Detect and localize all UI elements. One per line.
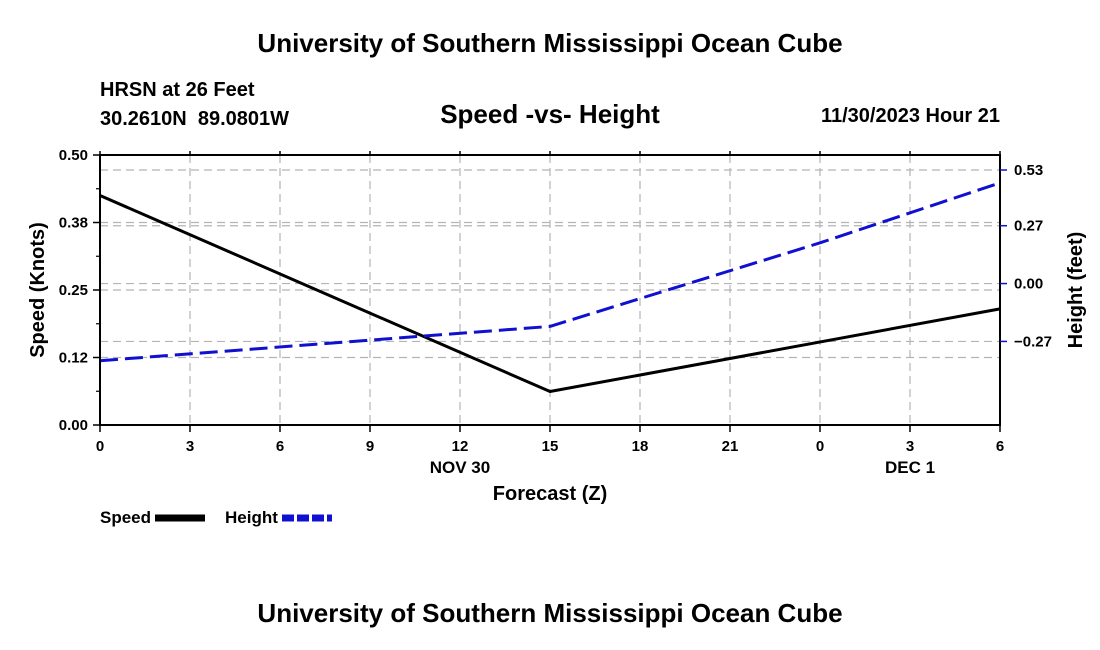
x-tick-label: 0: [816, 438, 824, 455]
series-line-speed: [99, 194, 1001, 394]
x-tick-label: 3: [186, 438, 194, 455]
x-tick-label: 9: [366, 438, 374, 455]
footer-title: University of Southern Mississippi Ocean…: [257, 598, 843, 628]
station-name: HRSN at 26 Feet: [100, 79, 255, 101]
station-coords: 30.2610N 89.0801W: [100, 108, 290, 130]
forecast-datestamp: 11/30/2023 Hour 21: [820, 105, 1000, 127]
station-info: HRSN at 26 Feet 30.2610N 89.0801W: [100, 76, 289, 134]
legend-swatch-speed: [155, 514, 206, 522]
legend: Speed Height: [100, 508, 352, 528]
x-tick-label: 6: [276, 438, 284, 455]
x-axis-label: Forecast (Z): [493, 483, 607, 505]
x-date-label: DEC 1: [885, 458, 935, 477]
y-tick-label: 0.12: [59, 350, 88, 367]
legend-label-height: Height: [225, 508, 278, 527]
y-tick-label: 0.25: [59, 282, 88, 299]
grid-lines: [100, 155, 1000, 425]
speed-height-chart: 0 3 6 9 12 15 18 21 0 3 6 NOV 30 DEC 1 0.00 0.12 0.25 0.…: [27, 147, 1087, 505]
chart-subtitle: Speed -vs- Height: [440, 99, 660, 129]
chart-title: University of Southern Mississippi Ocean…: [257, 28, 843, 58]
series-layer: [99, 181, 1001, 394]
x-tick-label: 12: [452, 438, 469, 455]
x-tick-label: 0: [96, 438, 104, 455]
y-tick-label: 0.50: [59, 147, 88, 164]
axes: 0 3 6 9 12 15 18 21 0 3 6 NOV 30 DEC 1 0.00 0.12 0.25 0.…: [59, 147, 1052, 477]
x-tick-label: 21: [722, 438, 739, 455]
legend-item-height: Height: [225, 508, 334, 528]
x-tick-label: 3: [906, 438, 914, 455]
y2-tick-label: 0.27: [1014, 218, 1043, 235]
y2-tick-label: −0.27: [1014, 333, 1052, 350]
y2-tick-label: 0.00: [1014, 276, 1043, 293]
x-tick-label: 15: [542, 438, 559, 455]
x-tick-label: 6: [996, 438, 1004, 455]
y-tick-label: 0.00: [59, 417, 88, 434]
x-tick-label: 18: [632, 438, 649, 455]
series-line-height: [99, 181, 1001, 363]
y-axis-label: Speed (Knots): [27, 222, 49, 358]
legend-item-speed: Speed: [100, 508, 207, 528]
legend-label-speed: Speed: [100, 508, 152, 527]
x-date-label: NOV 30: [430, 458, 490, 477]
y2-axis-label: Height (feet): [1065, 232, 1087, 349]
y-tick-label: 0.38: [59, 215, 88, 232]
legend-swatch-height: [281, 514, 332, 522]
y2-tick-label: 0.53: [1014, 162, 1043, 179]
